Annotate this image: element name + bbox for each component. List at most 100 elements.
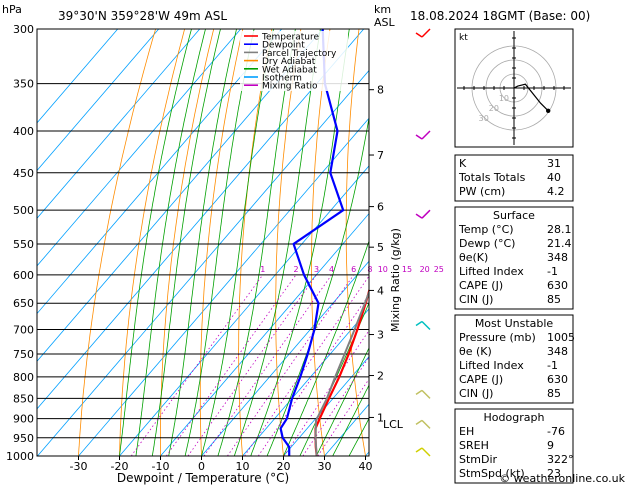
unstable-table-key: Lifted Index: [459, 359, 524, 372]
isotherm-line: [37, 29, 283, 315]
unstable-table-frame: [454, 314, 574, 404]
isotherm-line: [37, 29, 201, 219]
surface-table-key: θe(K): [459, 251, 488, 264]
km-tick-label: 4: [377, 284, 384, 297]
mixing-ratio-label: 3: [314, 265, 319, 274]
mixing-ratio-label: 6: [351, 265, 356, 274]
mixing-ratio-label: 1: [260, 265, 265, 274]
mixing-ratio-line: [302, 356, 369, 456]
hodograph-ring-label: 10: [499, 94, 509, 103]
surface-table-key: Temp (°C): [458, 223, 514, 236]
hodograph-table-value: 9: [547, 439, 554, 452]
hodograph-ring-label: 20: [489, 104, 499, 113]
pressure-tick-label: 950: [13, 432, 34, 445]
wet-adiabat-line: [315, 347, 369, 456]
mixing-ratio-label: 20: [420, 265, 430, 274]
lcl-label: LCL: [383, 418, 404, 431]
mixing-ratio-label: 10: [378, 265, 388, 274]
km-label: km: [374, 3, 391, 16]
dewpoint-line: [279, 29, 345, 456]
wind-barb-icon: [421, 320, 431, 331]
indices-table-key: PW (cm): [459, 185, 505, 198]
surface-table-key: Dewp (°C): [459, 237, 515, 250]
mixing-ratio-axis-label: Mixing Ratio (g/kg): [389, 228, 402, 332]
plot-frame: [36, 28, 370, 457]
x-tick-label: -30: [70, 460, 88, 473]
hodograph-table-key: StmDir: [459, 453, 498, 466]
dry-adiabat-line: [592, 29, 629, 456]
isotherm-line: [37, 29, 365, 410]
isotherm-line: [37, 69, 369, 456]
indices-table-value: 4.2: [547, 185, 565, 198]
legend-label: Dry Adiabat: [262, 57, 316, 67]
indices-table-value: 31: [547, 157, 561, 170]
unstable-table-value: 1005: [547, 331, 575, 344]
dry-adiabat-line: [621, 29, 629, 456]
x-tick-label: -20: [111, 460, 129, 473]
pressure-tick-label: 550: [13, 238, 34, 251]
pressure-tick-label: 1000: [6, 450, 34, 463]
mixing-ratio-label: 4: [329, 265, 334, 274]
indices-table-value: 40: [547, 171, 561, 184]
surface-table-key: CIN (J): [459, 293, 493, 306]
wind-barb-icon: [421, 130, 431, 140]
x-axis-label: Dewpoint / Temperature (°C): [117, 471, 289, 485]
unstable-table-key: CAPE (J): [459, 373, 503, 386]
hodograph-table-frame: [454, 408, 574, 484]
legend-label: Parcel Trajectory: [262, 49, 337, 59]
isotherm-line: [37, 29, 119, 124]
legend-label: Mixing Ratio: [262, 82, 318, 92]
hpa-label: hPa: [2, 3, 22, 16]
unstable-table-value: 630: [547, 373, 568, 386]
pressure-tick-label: 650: [13, 297, 34, 310]
surface-table-key: Lifted Index: [459, 265, 524, 278]
hodograph-trace: [513, 83, 549, 112]
x-tick-label: 40: [359, 460, 373, 473]
isotherm-line: [119, 165, 369, 456]
wind-barb-icon: [421, 419, 431, 429]
x-tick-label: 20: [277, 460, 291, 473]
asl-label: ASL: [374, 16, 396, 29]
pressure-tick-label: 850: [13, 392, 34, 405]
mixing-ratio-label: 25: [434, 265, 444, 274]
isotherm-line: [37, 29, 160, 172]
wind-barb-flag: [415, 447, 423, 453]
wind-barb-flag: [415, 32, 423, 38]
unstable-table-key: θe (K): [459, 345, 492, 358]
hodograph-table-key: SREH: [459, 439, 489, 452]
unstable-table-value: 348: [547, 345, 568, 358]
isotherm-line: [283, 355, 369, 456]
surface-table-value: 21.4: [547, 237, 572, 250]
dry-adiabat-line: [412, 29, 447, 456]
km-tick-label: 2: [377, 370, 384, 383]
hodograph-ring-label: 30: [479, 114, 489, 123]
unstable-table-key: Pressure (mb): [459, 331, 536, 344]
wind-barb-icon: [421, 209, 431, 219]
mixing-ratio-line: [227, 274, 355, 456]
wind-barb-flag: [415, 419, 423, 425]
unstable-table-key: CIN (J): [459, 387, 493, 400]
indices-table-key: K: [459, 157, 467, 170]
storm-motion-marker: [546, 108, 551, 114]
hodograph-kt-label: kt: [459, 33, 468, 43]
pressure-tick-label: 300: [13, 23, 34, 36]
km-tick-label: 6: [377, 201, 384, 214]
isotherm-line: [37, 29, 242, 267]
km-tick-label: 1: [377, 411, 384, 424]
wind-barb-flag: [415, 213, 423, 219]
indices-table-frame: [454, 154, 574, 202]
pressure-tick-label: 750: [13, 348, 34, 361]
isotherm-line: [160, 212, 369, 456]
legend-label: Dewpoint: [262, 41, 305, 51]
surface-table-value: 28.1: [547, 223, 572, 236]
hodograph-table-value: 322°: [547, 453, 574, 466]
km-tick-label: 5: [377, 241, 384, 254]
wind-barb-flag: [415, 320, 423, 327]
isotherm-line: [242, 308, 369, 456]
surface-table-title: Surface: [493, 209, 535, 222]
indices-table-key: Totals Totals: [458, 171, 526, 184]
isotherm-line: [201, 260, 369, 456]
unstable-table-value: 85: [547, 387, 561, 400]
